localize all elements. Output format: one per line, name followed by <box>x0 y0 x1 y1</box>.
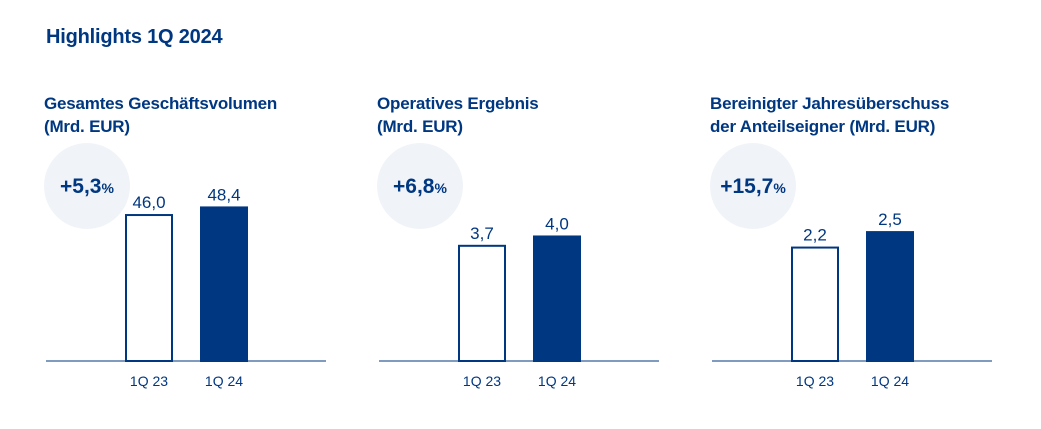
chart-title-line-2: (Mrd. EUR) <box>44 117 130 136</box>
change-label: +6,8% <box>393 175 447 198</box>
chart-panel: Gesamtes Geschäftsvolumen (Mrd. EUR) +5,… <box>44 0 374 429</box>
data-label: 4,0 <box>545 214 569 233</box>
chart-title: Gesamtes Geschäftsvolumen (Mrd. EUR) <box>44 92 277 138</box>
x-tick-label: 1Q 24 <box>205 373 243 389</box>
chart-panel: Bereinigter Jahresüberschuss der Anteils… <box>710 0 1040 429</box>
chart-title-line-2: (Mrd. EUR) <box>377 117 463 136</box>
x-tick-label: 1Q 24 <box>538 373 576 389</box>
bar-1q-23 <box>458 244 506 363</box>
bar-1q-24 <box>200 206 248 362</box>
data-label: 3,7 <box>470 224 494 243</box>
bar-chart: +15,7% 2,2 1Q 23 2,5 1Q 24 <box>710 143 992 389</box>
chart-title-line-1: Gesamtes Geschäftsvolumen <box>44 94 278 113</box>
bar-1q-24 <box>533 235 581 362</box>
chart-title-line-1: Operatives Ergebnis <box>377 94 539 113</box>
change-bubble <box>44 143 130 229</box>
data-label: 46,0 <box>132 193 165 212</box>
change-bubble <box>377 143 463 229</box>
change-bubble <box>710 143 796 229</box>
bar-chart: +6,8% 3,7 1Q 23 4,0 1Q 24 <box>377 143 659 389</box>
change-label: +5,3% <box>60 175 114 198</box>
bar-1q-23 <box>125 214 173 362</box>
x-tick-label: 1Q 23 <box>130 373 168 389</box>
bar-1q-24 <box>866 231 914 362</box>
x-tick-label: 1Q 24 <box>871 373 909 389</box>
chart-title-line-2: der Anteilseigner (Mrd. EUR) <box>710 117 936 136</box>
chart-panel: Operatives Ergebnis (Mrd. EUR) +6,8% 3,7 1… <box>377 0 707 429</box>
bar-chart: +5,3% 46,0 1Q 23 48,4 1Q 24 <box>44 143 326 389</box>
x-tick-label: 1Q 23 <box>463 373 501 389</box>
bar-1q-23 <box>791 246 839 362</box>
data-label: 48,4 <box>207 185 240 204</box>
chart-title: Bereinigter Jahresüberschuss der Anteils… <box>710 92 949 138</box>
chart-title: Operatives Ergebnis (Mrd. EUR) <box>377 92 539 138</box>
data-label: 2,2 <box>803 226 827 245</box>
page-title: Highlights 1Q 2024 <box>46 26 223 48</box>
chart-title-line-1: Bereinigter Jahresüberschuss <box>710 94 950 113</box>
change-label: +15,7% <box>720 175 786 198</box>
x-tick-label: 1Q 23 <box>796 373 834 389</box>
data-label: 2,5 <box>878 210 902 229</box>
